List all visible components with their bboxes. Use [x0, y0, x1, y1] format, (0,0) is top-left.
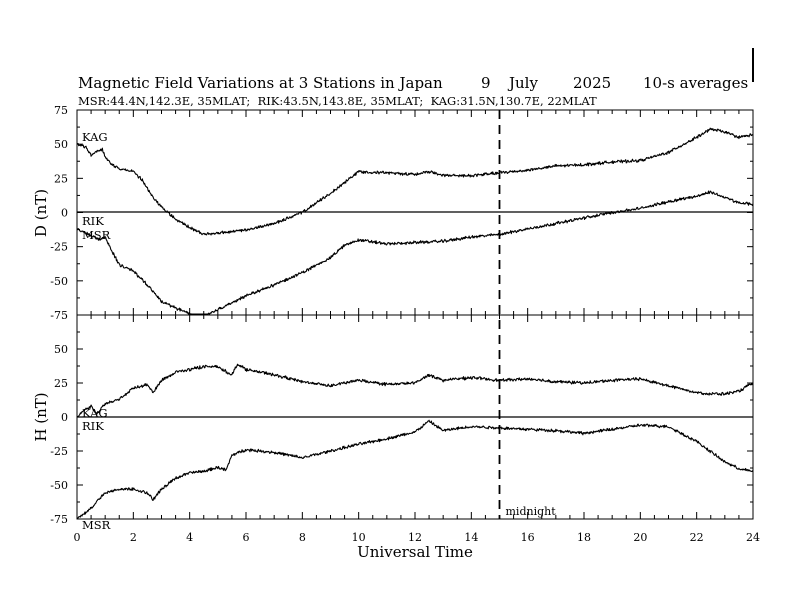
x-tick-label: 2 — [130, 531, 137, 544]
y-tick-label-d: 25 — [54, 172, 68, 185]
x-tick-label: 18 — [577, 531, 591, 544]
x-tick-label: 8 — [299, 531, 306, 544]
series-layer — [76, 127, 754, 519]
y-tick-label-d: 75 — [54, 104, 68, 117]
series-h-msr-rik — [77, 419, 754, 519]
series-d-msr-rik — [76, 190, 754, 315]
y-tick-label-d: -25 — [50, 241, 68, 254]
tick-labels: 0 2 4 6 8 10 12 14 16 18 20 22 247550250-25-50-75502… — [50, 104, 760, 544]
y-tick-label-h: 0 — [61, 411, 68, 424]
d-label-msr: MSR — [82, 228, 111, 242]
x-tick-label: 16 — [521, 531, 535, 544]
h-axis-label: H (nT) — [32, 392, 50, 441]
x-tick-label: 6 — [243, 531, 250, 544]
y-tick-label-h: -25 — [50, 445, 68, 458]
x-tick-label: 22 — [690, 531, 704, 544]
station-info-subtitle: MSR:44.4N,142.3E, 35MLAT; RIK:43.5N,143.… — [78, 94, 597, 108]
midnight-label: midnight — [506, 505, 557, 518]
y-tick-label-h: -75 — [50, 513, 68, 526]
d-label-kag: KAG — [82, 130, 108, 144]
date-year: 2025 — [573, 74, 611, 92]
date-day: 9 — [481, 74, 491, 92]
chart-title: Magnetic Field Variations at 3 Stations … — [78, 74, 443, 92]
tick-marks — [76, 109, 754, 520]
x-tick-label: 0 — [74, 531, 81, 544]
x-tick-label: 10 — [352, 531, 366, 544]
y-tick-label-h: -50 — [50, 479, 68, 492]
x-tick-label: 4 — [186, 531, 193, 544]
y-tick-label-d: -50 — [50, 275, 68, 288]
series-h-kag — [76, 363, 754, 418]
x-tick-label: 12 — [408, 531, 422, 544]
y-tick-label-d: 50 — [54, 138, 68, 151]
h-label-rik: RIK — [82, 419, 104, 433]
y-tick-label-h: 50 — [54, 343, 68, 356]
x-tick-label: 24 — [746, 531, 760, 544]
x-axis-label: Universal Time — [357, 543, 473, 561]
averaging-label: 10-s averages — [643, 74, 748, 92]
date-month: July — [507, 74, 538, 92]
y-tick-label-h: 25 — [54, 377, 68, 390]
h-label-kag: KAG — [82, 406, 108, 420]
d-axis-label: D (nT) — [32, 189, 50, 237]
x-tick-label: 20 — [633, 531, 647, 544]
y-tick-label-d: 0 — [61, 207, 68, 220]
y-tick-label-d: -75 — [50, 309, 68, 322]
d-label-rik: RIK — [82, 214, 104, 228]
h-label-msr: MSR — [82, 518, 111, 532]
x-tick-label: 14 — [464, 531, 478, 544]
series-d-kag — [76, 127, 754, 236]
